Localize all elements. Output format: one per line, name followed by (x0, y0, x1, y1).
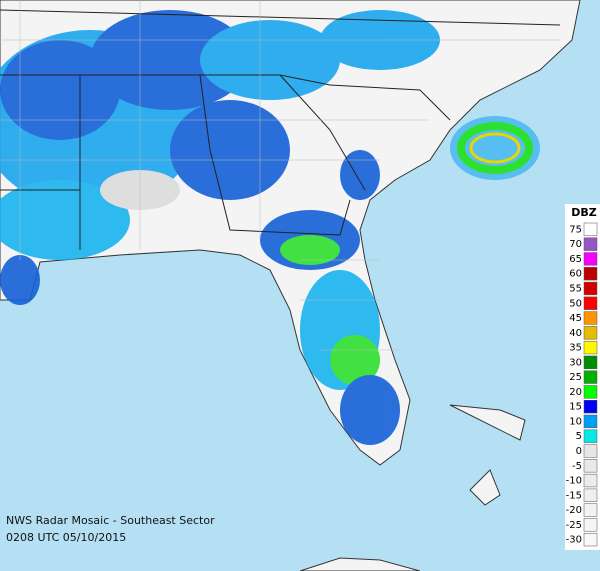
legend-swatch (583, 459, 598, 473)
legend-label: 50 (569, 298, 582, 309)
legend-swatch (583, 488, 598, 502)
legend-label: -20 (566, 505, 582, 516)
legend-label: 60 (569, 269, 582, 280)
legend-swatch (583, 355, 598, 369)
legend-label: 30 (569, 357, 582, 368)
legend-label: 70 (569, 239, 582, 250)
legend-swatch (583, 385, 598, 399)
legend: 757065605550454035302520151050-5-10-15-2… (566, 222, 598, 547)
legend-swatch (583, 326, 598, 340)
legend-label: 45 (569, 313, 582, 324)
legend-swatch (583, 473, 598, 488)
legend-label: 10 (569, 416, 582, 427)
legend-label: 75 (569, 224, 582, 235)
legend-label: -30 (566, 535, 582, 546)
legend-label: 5 (576, 431, 582, 442)
hurricane-band (450, 116, 540, 180)
legend-label: 20 (569, 387, 582, 398)
caption-title: NWS Radar Mosaic - Southeast Sector (6, 514, 215, 527)
legend-swatch (583, 414, 598, 429)
legend-swatch (583, 267, 598, 281)
legend-swatch (583, 340, 598, 355)
legend-label: -15 (566, 490, 582, 501)
legend-swatch (583, 444, 598, 458)
legend-swatch (583, 400, 598, 414)
legend-swatch (583, 503, 598, 517)
legend-swatch (583, 296, 598, 310)
legend-label: -25 (566, 520, 582, 531)
legend-swatch (583, 370, 598, 384)
legend-label: 15 (569, 402, 582, 413)
legend-label: 0 (576, 446, 582, 457)
legend-swatch (583, 311, 598, 325)
county-lines (0, 0, 560, 351)
legend-title: DBZ (571, 206, 597, 219)
caption-timestamp: 0208 UTC 05/10/2015 (6, 531, 126, 544)
legend-label: 40 (569, 328, 582, 339)
legend-swatch (583, 518, 598, 532)
legend-swatch (583, 429, 598, 443)
legend-label: -10 (566, 476, 582, 487)
legend-swatch (583, 237, 598, 251)
legend-label: 35 (569, 343, 582, 354)
legend-swatch (583, 222, 598, 237)
legend-label: -5 (572, 461, 582, 472)
islands (299, 404, 526, 571)
legend-label: 65 (569, 254, 582, 265)
state-borders (0, 9, 561, 250)
legend-swatch (583, 252, 598, 266)
legend-label: 55 (569, 283, 582, 294)
legend-swatch (583, 532, 598, 547)
legend-label: 25 (569, 372, 582, 383)
legend-swatch (583, 281, 598, 296)
